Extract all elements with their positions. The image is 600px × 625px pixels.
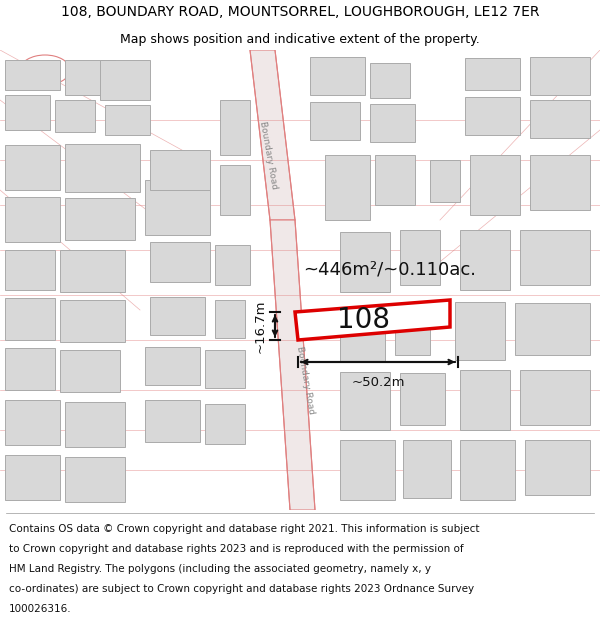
Bar bbox=[400, 230, 440, 285]
Bar bbox=[60, 300, 125, 342]
Bar bbox=[5, 400, 60, 445]
Bar bbox=[310, 102, 360, 140]
Bar bbox=[525, 440, 590, 495]
Bar bbox=[205, 350, 245, 388]
Bar bbox=[150, 297, 205, 335]
Text: ~446m²/~0.110ac.: ~446m²/~0.110ac. bbox=[304, 261, 476, 279]
Text: to Crown copyright and database rights 2023 and is reproduced with the permissio: to Crown copyright and database rights 2… bbox=[9, 544, 464, 554]
Bar bbox=[520, 370, 590, 425]
Bar bbox=[5, 145, 60, 190]
Bar bbox=[65, 198, 135, 240]
Bar bbox=[5, 95, 50, 130]
Bar bbox=[370, 63, 410, 98]
Bar bbox=[325, 155, 370, 220]
Bar bbox=[5, 250, 55, 290]
Bar bbox=[65, 402, 125, 447]
Bar bbox=[403, 440, 451, 498]
Bar bbox=[145, 180, 210, 235]
Bar bbox=[220, 165, 250, 215]
Text: co-ordinates) are subject to Crown copyright and database rights 2023 Ordnance S: co-ordinates) are subject to Crown copyr… bbox=[9, 584, 474, 594]
Bar bbox=[530, 57, 590, 95]
Text: Map shows position and indicative extent of the property.: Map shows position and indicative extent… bbox=[120, 32, 480, 46]
Bar bbox=[55, 100, 95, 132]
Bar bbox=[310, 57, 365, 95]
Text: ~16.7m: ~16.7m bbox=[254, 299, 267, 352]
Bar bbox=[465, 97, 520, 135]
Bar bbox=[400, 373, 445, 425]
Bar bbox=[5, 197, 60, 242]
Bar bbox=[515, 303, 590, 355]
Text: Boundary Road: Boundary Road bbox=[257, 120, 278, 190]
Bar bbox=[460, 230, 510, 290]
Bar bbox=[340, 307, 385, 362]
Bar bbox=[375, 155, 415, 205]
Bar bbox=[530, 155, 590, 210]
Bar bbox=[215, 300, 245, 338]
Text: 108, BOUNDARY ROAD, MOUNTSORREL, LOUGHBOROUGH, LE12 7ER: 108, BOUNDARY ROAD, MOUNTSORREL, LOUGHBO… bbox=[61, 6, 539, 19]
Bar bbox=[5, 298, 55, 340]
Bar bbox=[65, 144, 140, 192]
Bar bbox=[465, 58, 520, 90]
Bar bbox=[370, 104, 415, 142]
Polygon shape bbox=[250, 50, 295, 220]
Text: ~50.2m: ~50.2m bbox=[351, 376, 405, 389]
Polygon shape bbox=[295, 300, 450, 340]
Bar bbox=[100, 60, 150, 100]
Bar bbox=[460, 370, 510, 430]
Bar bbox=[60, 250, 125, 292]
Bar bbox=[150, 242, 210, 282]
Bar bbox=[145, 400, 200, 442]
Bar bbox=[530, 100, 590, 138]
Text: Boundary Road: Boundary Road bbox=[295, 345, 316, 415]
Bar bbox=[5, 455, 60, 500]
Text: Contains OS data © Crown copyright and database right 2021. This information is : Contains OS data © Crown copyright and d… bbox=[9, 524, 479, 534]
Text: HM Land Registry. The polygons (including the associated geometry, namely x, y: HM Land Registry. The polygons (includin… bbox=[9, 564, 431, 574]
Bar bbox=[65, 457, 125, 502]
Bar bbox=[460, 440, 515, 500]
Bar bbox=[455, 302, 505, 360]
Bar bbox=[520, 230, 590, 285]
Bar bbox=[395, 307, 430, 355]
Bar bbox=[65, 60, 115, 95]
Text: 108: 108 bbox=[337, 306, 390, 334]
Bar bbox=[340, 440, 395, 500]
Bar bbox=[5, 60, 60, 90]
Bar bbox=[340, 232, 390, 292]
Bar bbox=[60, 350, 120, 392]
Bar bbox=[5, 348, 55, 390]
Bar bbox=[430, 160, 460, 202]
Bar bbox=[340, 372, 390, 430]
Bar bbox=[215, 245, 250, 285]
Text: 100026316.: 100026316. bbox=[9, 604, 71, 614]
Bar bbox=[105, 105, 150, 135]
Bar bbox=[145, 347, 200, 385]
Bar bbox=[470, 155, 520, 215]
Bar bbox=[205, 404, 245, 444]
Bar bbox=[150, 150, 210, 190]
Polygon shape bbox=[270, 220, 315, 510]
Bar bbox=[220, 100, 250, 155]
